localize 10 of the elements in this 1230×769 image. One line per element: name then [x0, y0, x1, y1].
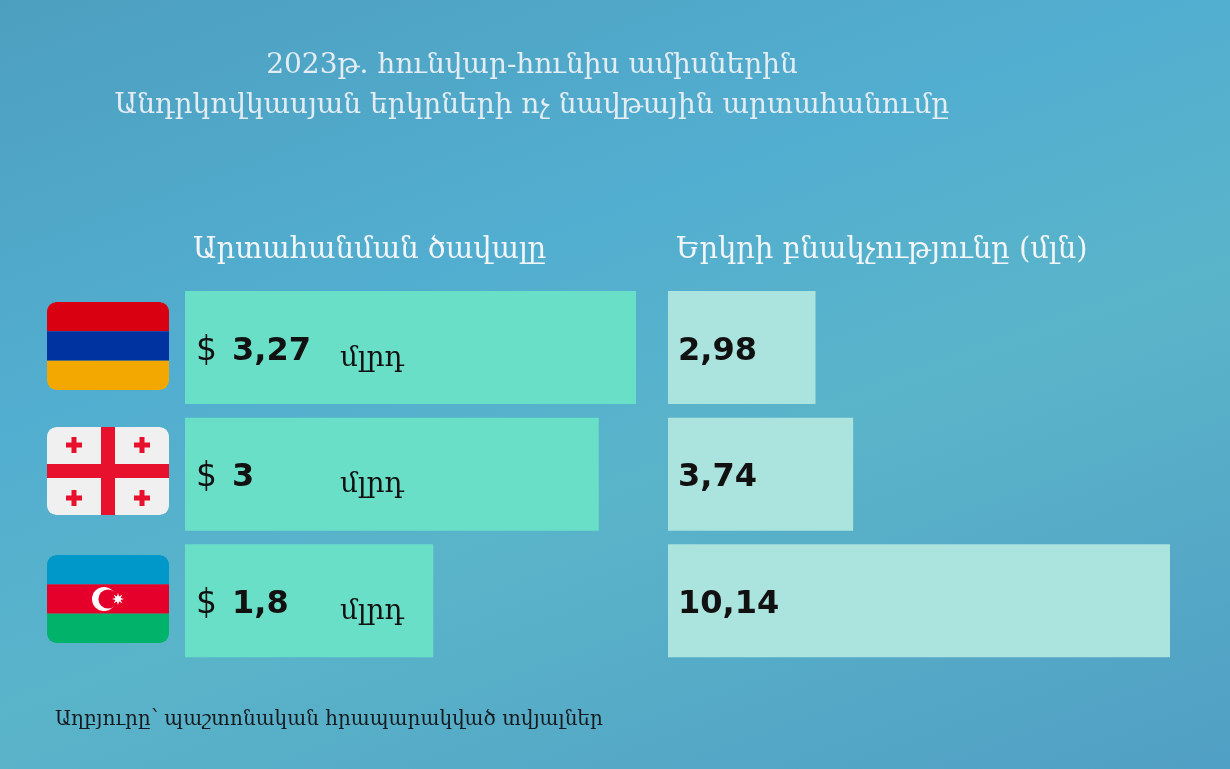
text: $ 3 մլրդ: [196, 454, 405, 499]
chart-subtitle: Արտահանման ծավալը: [193, 231, 547, 265]
text: $ 1,8 մլրդ: [196, 581, 405, 626]
text: Աղբյուրը՝ պաշտոնական հրապարակված տվյալներ: [55, 706, 603, 730]
data-label: 3,74: [678, 455, 757, 494]
data-label: 2,98: [678, 329, 757, 367]
chart-subtitle: Երկրի բնակչությունը (մլն): [676, 231, 1088, 265]
chart-title: 2023թ. հունվար-հունիս ամիսներին Անդրկովկասյան երկրների ոչ նավթային արտահանումը: [113, 46, 951, 122]
data-label: $ 3,27 մլրդ: [196, 328, 405, 372]
data-label: 10,14: [678, 582, 780, 621]
